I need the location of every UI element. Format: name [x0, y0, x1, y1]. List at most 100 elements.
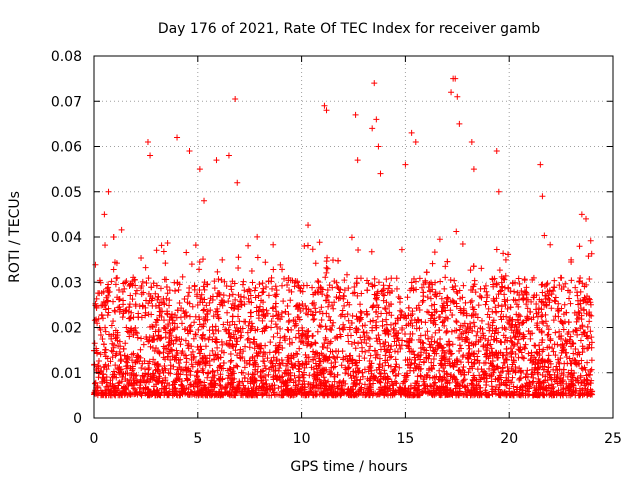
data-point: [122, 340, 129, 347]
data-point: [346, 352, 353, 359]
data-point: [586, 275, 593, 282]
data-point: [381, 292, 388, 299]
data-point: [116, 348, 123, 355]
data-point: [350, 373, 357, 380]
data-point: [565, 319, 572, 326]
data-point: [409, 310, 416, 317]
data-point: [276, 377, 283, 384]
data-point: [502, 256, 509, 263]
data-point: [93, 295, 100, 302]
data-point: [586, 311, 593, 318]
data-point: [153, 361, 160, 368]
data-point: [317, 323, 324, 330]
data-point: [287, 392, 294, 399]
data-point: [429, 281, 436, 288]
data-point: [332, 359, 339, 366]
data-point: [444, 302, 451, 309]
data-point: [246, 288, 253, 295]
data-point: [535, 380, 542, 387]
data-point: [451, 277, 458, 284]
data-point: [377, 340, 384, 347]
data-point: [459, 240, 466, 247]
data-point: [464, 356, 471, 363]
data-point: [233, 362, 240, 369]
data-point: [493, 280, 500, 287]
data-point: [540, 346, 547, 353]
data-point: [264, 386, 271, 393]
data-point: [227, 358, 234, 365]
data-point: [471, 359, 478, 366]
data-point: [246, 344, 253, 351]
data-point: [430, 362, 437, 369]
data-point: [574, 331, 581, 338]
data-point: [304, 334, 311, 341]
data-point: [199, 390, 206, 397]
data-point: [138, 283, 145, 290]
data-point: [429, 312, 436, 319]
data-point: [321, 102, 328, 109]
data-point: [522, 387, 529, 394]
data-point: [538, 281, 545, 288]
data-point: [496, 267, 503, 274]
data-point: [386, 354, 393, 361]
data-point: [578, 211, 585, 218]
data-point: [579, 280, 586, 287]
data-point: [192, 242, 199, 249]
data-point: [268, 318, 275, 325]
data-point: [524, 367, 531, 374]
data-point: [550, 317, 557, 324]
data-point: [302, 351, 309, 358]
data-point: [472, 341, 479, 348]
data-point: [438, 308, 445, 315]
data-point: [562, 385, 569, 392]
data-point: [512, 321, 519, 328]
data-point: [544, 322, 551, 329]
data-point: [507, 350, 514, 357]
data-point: [300, 374, 307, 381]
data-point: [210, 313, 217, 320]
data-point: [253, 304, 260, 311]
data-point: [184, 377, 191, 384]
data-point: [357, 334, 364, 341]
data-point: [193, 373, 200, 380]
data-point: [249, 389, 256, 396]
data-point: [486, 314, 493, 321]
data-point: [256, 281, 263, 288]
data-point: [299, 288, 306, 295]
data-point: [407, 364, 414, 371]
data-point: [123, 278, 130, 285]
data-point: [364, 277, 371, 284]
data-point: [196, 286, 203, 293]
data-point: [153, 282, 160, 289]
data-point: [442, 263, 449, 270]
data-point: [414, 373, 421, 380]
data-point: [568, 259, 575, 266]
data-point: [282, 308, 289, 315]
data-point: [568, 277, 575, 284]
data-point: [333, 392, 340, 399]
data-point: [190, 335, 197, 342]
data-point: [299, 300, 306, 307]
data-point: [371, 80, 378, 87]
data-point: [101, 302, 108, 309]
data-point: [239, 281, 246, 288]
data-point: [395, 330, 402, 337]
data-point: [416, 275, 423, 282]
data-point: [228, 286, 235, 293]
data-point: [292, 318, 299, 325]
data-point: [489, 319, 496, 326]
data-point: [481, 368, 488, 375]
data-point: [186, 391, 193, 398]
data-point: [572, 284, 579, 291]
data-point: [112, 362, 119, 369]
data-point: [506, 385, 513, 392]
data-point: [217, 375, 224, 382]
data-point: [429, 333, 436, 340]
data-point: [491, 330, 498, 337]
data-point: [395, 294, 402, 301]
data-point: [191, 319, 198, 326]
data-point: [297, 338, 304, 345]
data-point: [236, 378, 243, 385]
data-point: [170, 378, 177, 385]
data-point: [527, 356, 534, 363]
